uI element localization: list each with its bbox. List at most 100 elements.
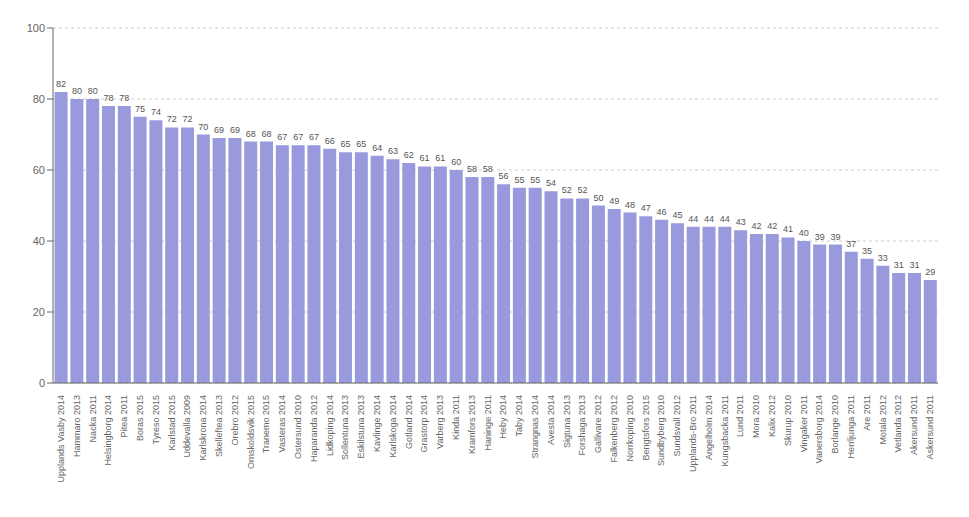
svg-text:Vingaker 2011: Vingaker 2011 xyxy=(799,395,809,452)
svg-text:Tranemo 2015: Tranemo 2015 xyxy=(261,395,271,453)
svg-text:64: 64 xyxy=(372,143,382,153)
svg-text:46: 46 xyxy=(657,207,667,217)
svg-text:Vasteras 2014: Vasteras 2014 xyxy=(277,395,287,452)
svg-text:82: 82 xyxy=(56,79,66,89)
svg-text:69: 69 xyxy=(214,125,224,135)
svg-text:Karlskrona 2014: Karlskrona 2014 xyxy=(198,395,208,461)
svg-text:Nacka 2011: Nacka 2011 xyxy=(88,395,98,442)
svg-text:Herrljunga 2011: Herrljunga 2011 xyxy=(846,395,856,458)
svg-text:45: 45 xyxy=(672,210,682,220)
svg-text:Varberg 2013: Varberg 2013 xyxy=(435,395,445,449)
svg-text:37: 37 xyxy=(846,239,856,249)
svg-text:Upplands Vasby 2014: Upplands Vasby 2014 xyxy=(56,395,66,482)
svg-text:Skurup 2010: Skurup 2010 xyxy=(783,395,793,446)
svg-text:Askersund 2011: Askersund 2011 xyxy=(925,395,935,459)
svg-text:Kinda 2011: Kinda 2011 xyxy=(451,395,461,440)
svg-text:Hammaro 2013: Hammaro 2013 xyxy=(72,395,82,457)
svg-text:35: 35 xyxy=(862,246,872,256)
svg-text:20: 20 xyxy=(33,306,45,318)
svg-text:Falkenberg 2012: Falkenberg 2012 xyxy=(609,395,619,463)
svg-text:58: 58 xyxy=(483,164,493,174)
svg-text:Lidkoping 2014: Lidkoping 2014 xyxy=(325,395,335,456)
svg-text:Ostersund 2010: Ostersund 2010 xyxy=(293,395,303,459)
svg-text:41: 41 xyxy=(783,224,793,234)
svg-text:49: 49 xyxy=(609,196,619,206)
svg-text:Gallivare 2012: Gallivare 2012 xyxy=(593,395,603,453)
svg-text:44: 44 xyxy=(688,214,698,224)
svg-text:61: 61 xyxy=(435,153,445,163)
svg-text:Karlskoga 2014: Karlskoga 2014 xyxy=(388,395,398,458)
svg-text:Gotland 2014: Gotland 2014 xyxy=(404,395,414,449)
svg-text:78: 78 xyxy=(103,93,113,103)
svg-text:62: 62 xyxy=(404,150,414,160)
svg-text:50: 50 xyxy=(593,193,603,203)
svg-text:66: 66 xyxy=(325,136,335,146)
svg-text:47: 47 xyxy=(641,203,651,213)
svg-text:63: 63 xyxy=(388,146,398,156)
svg-text:Taby 2014: Taby 2014 xyxy=(514,395,524,437)
svg-text:Bengtsfors 2015: Bengtsfors 2015 xyxy=(641,395,651,461)
svg-text:Tyreso 2015: Tyreso 2015 xyxy=(151,395,161,445)
svg-text:Kalix 2012: Kalix 2012 xyxy=(767,395,777,437)
svg-text:69: 69 xyxy=(230,125,240,135)
svg-text:Sollentuna 2013: Sollentuna 2013 xyxy=(340,395,350,460)
svg-text:31: 31 xyxy=(909,260,919,270)
svg-text:60: 60 xyxy=(33,164,45,176)
svg-text:39: 39 xyxy=(830,232,840,242)
svg-text:80: 80 xyxy=(33,93,45,105)
svg-text:43: 43 xyxy=(736,217,746,227)
svg-text:67: 67 xyxy=(277,132,287,142)
svg-text:Pitea 2011: Pitea 2011 xyxy=(119,395,129,437)
svg-text:56: 56 xyxy=(499,171,509,181)
svg-text:Karlstad 2015: Karlstad 2015 xyxy=(167,395,177,451)
svg-text:Angelholm 2014: Angelholm 2014 xyxy=(704,395,714,460)
svg-text:31: 31 xyxy=(894,260,904,270)
svg-text:Skelleftea 2013: Skelleftea 2013 xyxy=(214,395,224,457)
svg-text:72: 72 xyxy=(167,114,177,124)
svg-text:Sigtuna 2013: Sigtuna 2013 xyxy=(562,395,572,448)
svg-text:Vetlanda 2012: Vetlanda 2012 xyxy=(893,395,903,453)
svg-text:54: 54 xyxy=(546,178,556,188)
svg-text:55: 55 xyxy=(530,175,540,185)
svg-text:Norrkoping 2010: Norrkoping 2010 xyxy=(625,395,635,462)
svg-text:Kungsbacka 2011: Kungsbacka 2011 xyxy=(720,395,730,466)
svg-text:Upplands-Bro 2011: Upplands-Bro 2011 xyxy=(688,395,698,472)
svg-text:67: 67 xyxy=(309,132,319,142)
svg-text:Uddevalla 2009: Uddevalla 2009 xyxy=(182,395,192,458)
svg-text:68: 68 xyxy=(246,129,256,139)
svg-text:52: 52 xyxy=(562,185,572,195)
svg-text:Lund 2011: Lund 2011 xyxy=(735,395,745,437)
svg-text:0: 0 xyxy=(39,377,45,389)
svg-text:78: 78 xyxy=(119,93,129,103)
svg-text:Helsingborg 2014: Helsingborg 2014 xyxy=(103,395,113,466)
svg-text:Heby 2014: Heby 2014 xyxy=(498,395,508,439)
svg-text:80: 80 xyxy=(88,86,98,96)
svg-text:Eskilstuna 2013: Eskilstuna 2013 xyxy=(356,395,366,459)
svg-text:Akersund 2011: Akersund 2011 xyxy=(909,395,919,455)
svg-text:48: 48 xyxy=(625,200,635,210)
svg-text:55: 55 xyxy=(514,175,524,185)
svg-text:65: 65 xyxy=(356,139,366,149)
svg-text:Are 2011: Are 2011 xyxy=(862,395,872,431)
svg-text:44: 44 xyxy=(720,214,730,224)
svg-text:60: 60 xyxy=(451,157,461,167)
svg-text:58: 58 xyxy=(467,164,477,174)
svg-text:Vanersborg 2014: Vanersborg 2014 xyxy=(814,395,824,463)
svg-text:Borlange 2010: Borlange 2010 xyxy=(830,395,840,454)
svg-text:61: 61 xyxy=(420,153,430,163)
svg-text:44: 44 xyxy=(704,214,714,224)
svg-text:70: 70 xyxy=(198,122,208,132)
svg-text:Sundsvall 2012: Sundsvall 2012 xyxy=(672,395,682,457)
svg-text:42: 42 xyxy=(751,221,761,231)
svg-text:67: 67 xyxy=(293,132,303,142)
svg-text:72: 72 xyxy=(183,114,193,124)
svg-text:Forshaga 2013: Forshaga 2013 xyxy=(577,395,587,456)
svg-text:29: 29 xyxy=(925,267,935,277)
svg-text:39: 39 xyxy=(815,232,825,242)
svg-text:Boras 2015: Boras 2015 xyxy=(135,395,145,441)
svg-text:80: 80 xyxy=(72,86,82,96)
svg-text:Orebro 2012: Orebro 2012 xyxy=(230,395,240,446)
svg-text:Haninge 2011: Haninge 2011 xyxy=(483,395,493,450)
svg-text:40: 40 xyxy=(799,228,809,238)
svg-text:Avesta 2014: Avesta 2014 xyxy=(546,395,556,445)
